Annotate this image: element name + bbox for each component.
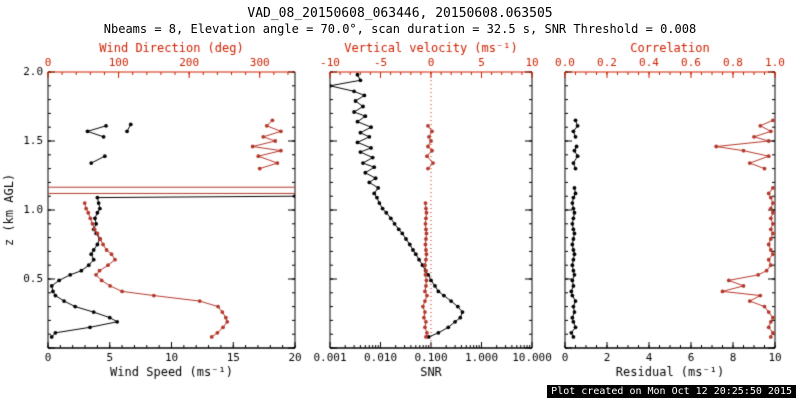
- plot-title: VAD_08_20150608_063446, 20150608.063505: [247, 6, 553, 21]
- plot-created-stamp: Plot created on Mon Oct 12 20:25:50 2015: [547, 385, 796, 398]
- plot-subtitle: Nbeams = 8, Elevation angle = 70.0°, sca…: [103, 22, 697, 36]
